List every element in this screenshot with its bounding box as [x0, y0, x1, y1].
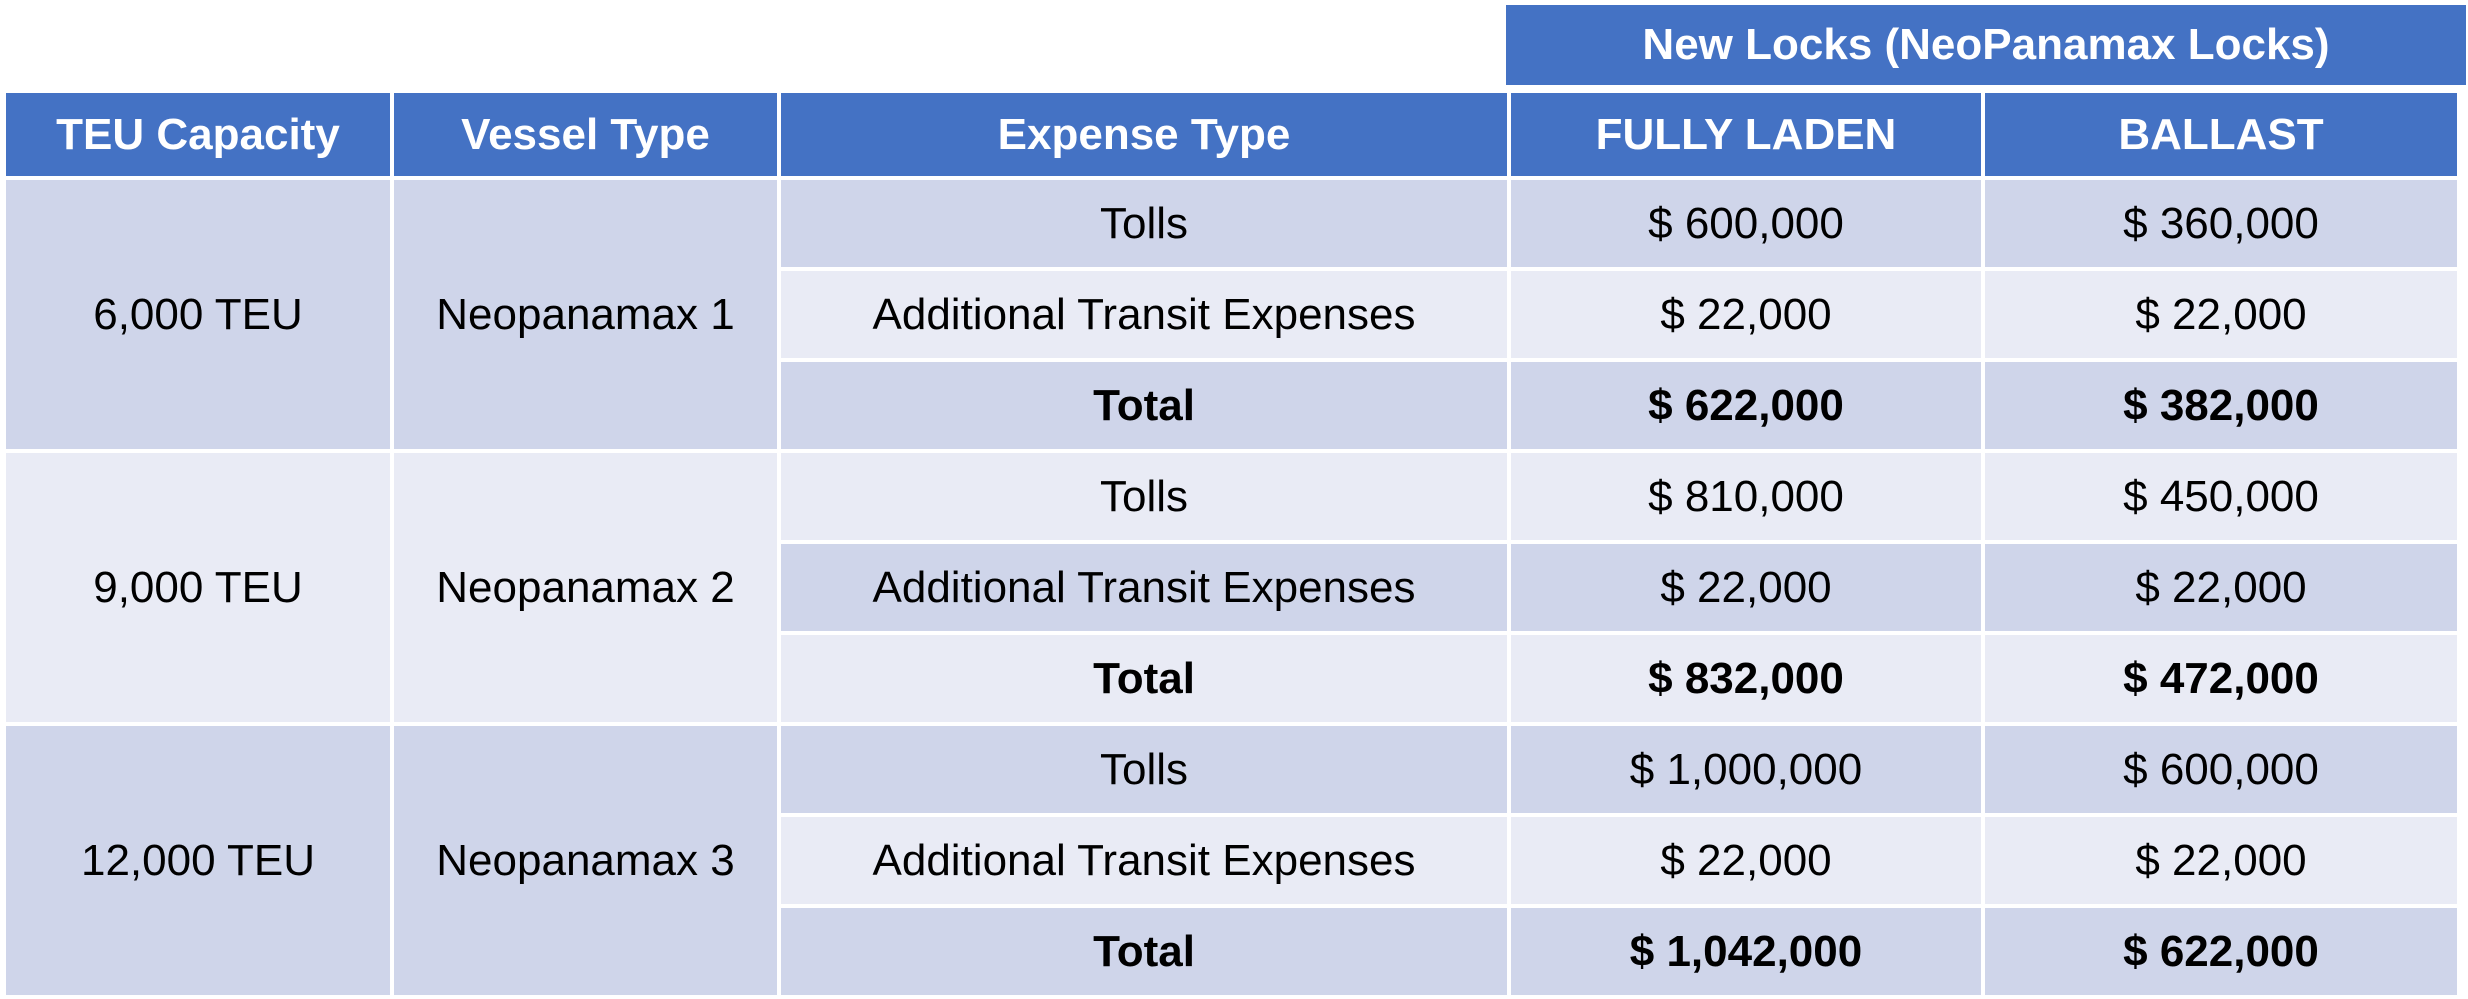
table-row-total: Total $ 622,000 $ 382,000	[6, 362, 2457, 449]
fully-laden-cell: $ 1,000,000	[1511, 726, 1981, 813]
table-row: Additional Transit Expenses $ 22,000 $ 2…	[6, 271, 2457, 358]
expense-type-cell: Additional Transit Expenses	[781, 817, 1507, 904]
header-expense-type: Expense Type	[781, 93, 1507, 176]
expense-type-cell: Tolls	[781, 726, 1507, 813]
expense-type-cell: Tolls	[781, 453, 1507, 540]
ballast-total-cell: $ 472,000	[1985, 635, 2457, 722]
table-row: Additional Transit Expenses $ 22,000 $ 2…	[6, 817, 2457, 904]
header-ballast: BALLAST	[1985, 93, 2457, 176]
fully-laden-cell: $ 600,000	[1511, 180, 1981, 267]
fully-laden-cell: $ 22,000	[1511, 817, 1981, 904]
table-row: 9,000 TEU Neopanamax 2 Tolls $ 810,000 $…	[6, 453, 2457, 722]
expense-type-cell: Additional Transit Expenses	[781, 544, 1507, 631]
fully-laden-cell: $ 810,000	[1511, 453, 1981, 540]
expense-table: TEU Capacity Vessel Type Expense Type FU…	[2, 89, 2461, 999]
fully-laden-cell: $ 22,000	[1511, 271, 1981, 358]
table-row: Additional Transit Expenses $ 22,000 $ 2…	[6, 544, 2457, 631]
expense-type-total-cell: Total	[781, 908, 1507, 995]
expense-type-cell: Additional Transit Expenses	[781, 271, 1507, 358]
expense-type-total-cell: Total	[781, 635, 1507, 722]
ballast-total-cell: $ 622,000	[1985, 908, 2457, 995]
ballast-cell: $ 22,000	[1985, 817, 2457, 904]
expense-type-cell: Tolls	[781, 180, 1507, 267]
table-row-total: Total $ 1,042,000 $ 622,000	[6, 908, 2457, 995]
header-teu-capacity: TEU Capacity	[6, 93, 390, 176]
ballast-cell: $ 360,000	[1985, 180, 2457, 267]
teu-capacity-cell: 6,000 TEU	[6, 180, 390, 449]
header-row: TEU Capacity Vessel Type Expense Type FU…	[6, 93, 2457, 176]
ballast-cell: $ 450,000	[1985, 453, 2457, 540]
fully-laden-cell: $ 22,000	[1511, 544, 1981, 631]
ballast-cell: $ 22,000	[1985, 544, 2457, 631]
header-fully-laden: FULLY LADEN	[1511, 93, 1981, 176]
table-row: 6,000 TEU Neopanamax 1 Tolls $ 600,000 $…	[6, 180, 2457, 449]
group-header-new-locks: New Locks (NeoPanamax Locks)	[1506, 5, 2466, 85]
table-row: 12,000 TEU Neopanamax 3 Tolls $ 1,000,00…	[6, 726, 2457, 995]
fully-laden-total-cell: $ 832,000	[1511, 635, 1981, 722]
expense-type-total-cell: Total	[781, 362, 1507, 449]
ballast-cell: $ 22,000	[1985, 271, 2457, 358]
table-row-total: Total $ 832,000 $ 472,000	[6, 635, 2457, 722]
vessel-type-cell: Neopanamax 1	[394, 180, 777, 449]
vessel-type-cell: Neopanamax 2	[394, 453, 777, 722]
ballast-total-cell: $ 382,000	[1985, 362, 2457, 449]
fully-laden-total-cell: $ 622,000	[1511, 362, 1981, 449]
header-vessel-type: Vessel Type	[394, 93, 777, 176]
teu-capacity-cell: 9,000 TEU	[6, 453, 390, 722]
fully-laden-total-cell: $ 1,042,000	[1511, 908, 1981, 995]
teu-capacity-cell: 12,000 TEU	[6, 726, 390, 995]
ballast-cell: $ 600,000	[1985, 726, 2457, 813]
vessel-type-cell: Neopanamax 3	[394, 726, 777, 995]
